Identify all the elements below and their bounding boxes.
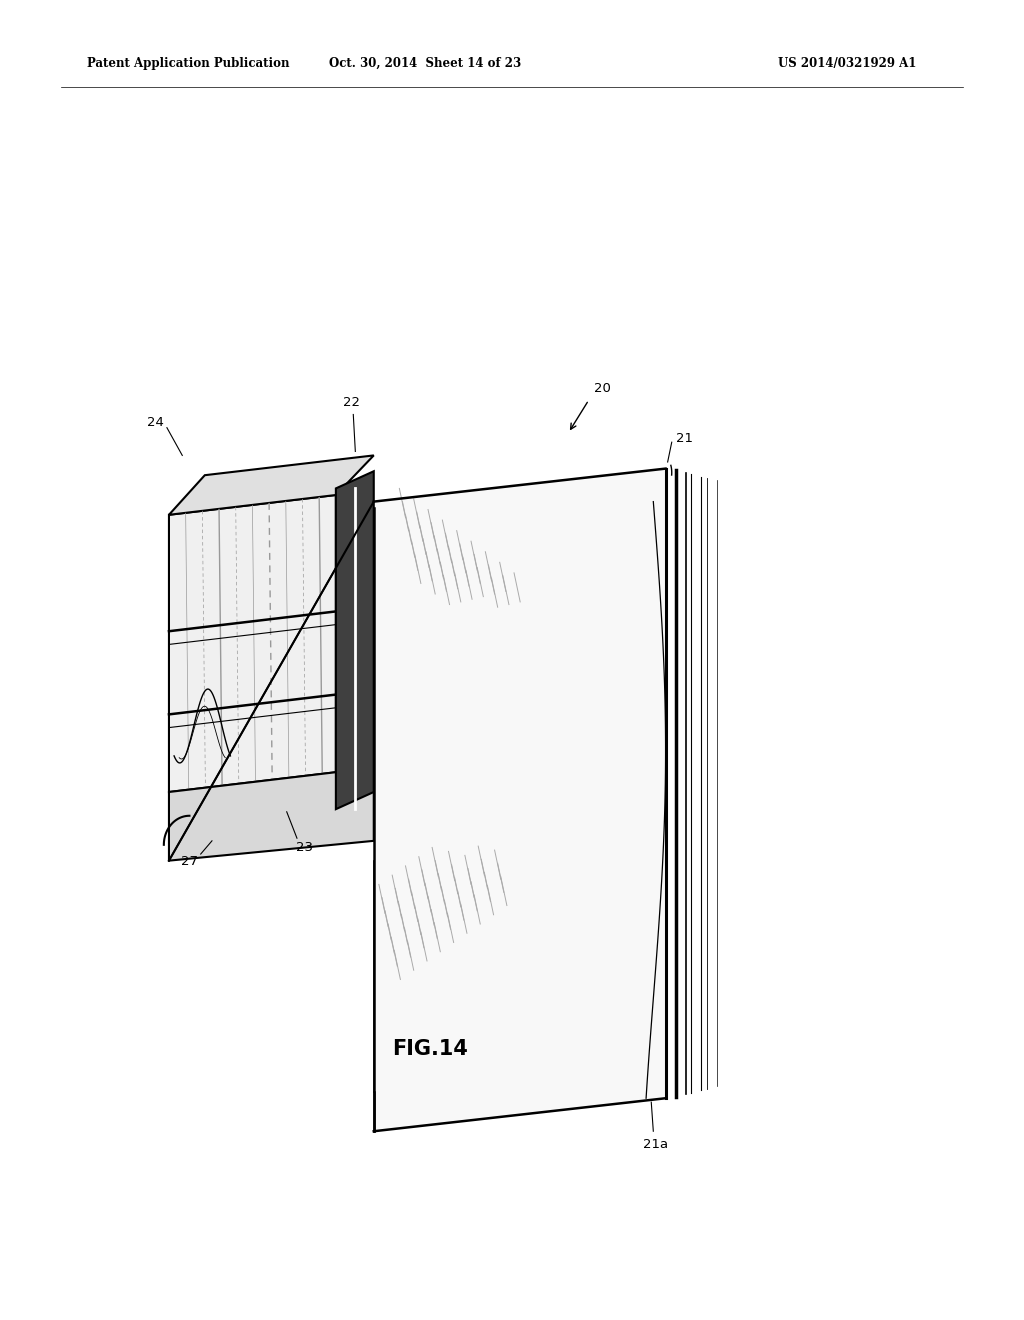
Text: Oct. 30, 2014  Sheet 14 of 23: Oct. 30, 2014 Sheet 14 of 23 bbox=[329, 57, 521, 70]
Polygon shape bbox=[169, 455, 374, 515]
Text: 22: 22 bbox=[343, 396, 359, 409]
Polygon shape bbox=[336, 471, 374, 809]
Text: 20: 20 bbox=[594, 381, 610, 395]
Text: Patent Application Publication: Patent Application Publication bbox=[87, 57, 290, 70]
Polygon shape bbox=[169, 495, 336, 792]
Text: 21: 21 bbox=[676, 432, 693, 445]
Text: 24: 24 bbox=[147, 416, 164, 429]
Text: US 2014/0321929 A1: US 2014/0321929 A1 bbox=[778, 57, 916, 70]
Text: 21a: 21a bbox=[643, 1138, 668, 1151]
Polygon shape bbox=[169, 772, 374, 861]
Text: 27: 27 bbox=[181, 855, 198, 869]
Polygon shape bbox=[374, 469, 666, 1131]
Text: 23: 23 bbox=[296, 841, 312, 854]
Text: FIG.14: FIG.14 bbox=[392, 1039, 468, 1060]
